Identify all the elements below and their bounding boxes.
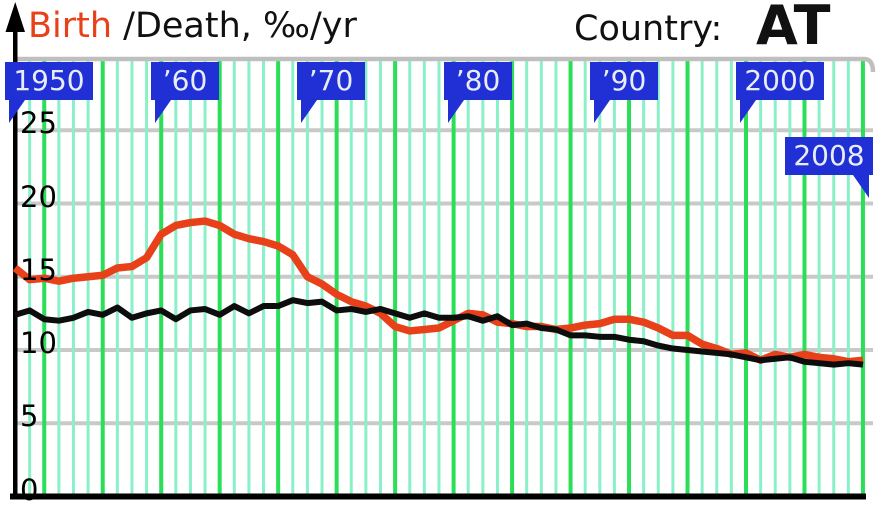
y-tick-label-15: 15: [20, 253, 57, 287]
flag-tail: [301, 100, 317, 123]
country-label: Country:: [574, 9, 723, 49]
y-tick-label-0: 0: [20, 473, 39, 507]
y-tick-label-20: 20: [20, 180, 57, 214]
flag-tail: [740, 100, 756, 123]
flag-tail: [155, 100, 171, 123]
plot-top-border: [13, 56, 876, 73]
flag-tail: [594, 100, 610, 123]
y-tick-label-25: 25: [20, 106, 57, 140]
death-rate-line: [14, 297, 864, 368]
title-death-suffix: /Death, ‰/yr: [112, 6, 357, 46]
y-axis-arrowhead: [5, 2, 25, 32]
year-flag-1990: ’90: [590, 62, 658, 123]
flag-tail: [853, 175, 869, 198]
flag-tail: [9, 100, 25, 123]
country-code: AT: [756, 0, 831, 57]
year-flag-1980: ’80: [444, 62, 512, 123]
x-axis: [10, 493, 866, 500]
year-flag-1970: ’70: [297, 62, 365, 123]
year-flag-2000: 2000: [736, 62, 824, 123]
flag-tail: [448, 100, 464, 123]
year-flag-1960: ’60: [151, 62, 219, 123]
y-tick-label-10: 10: [20, 326, 57, 360]
year-flag-1950: 1950: [5, 62, 93, 123]
year-flag-2008: 2008: [785, 137, 873, 198]
y-tick-label-5: 5: [20, 399, 39, 433]
title-birth-label: Birth: [28, 6, 113, 46]
chart-title: Birth /Death, ‰/yr: [28, 6, 357, 46]
y-axis: [13, 24, 18, 499]
